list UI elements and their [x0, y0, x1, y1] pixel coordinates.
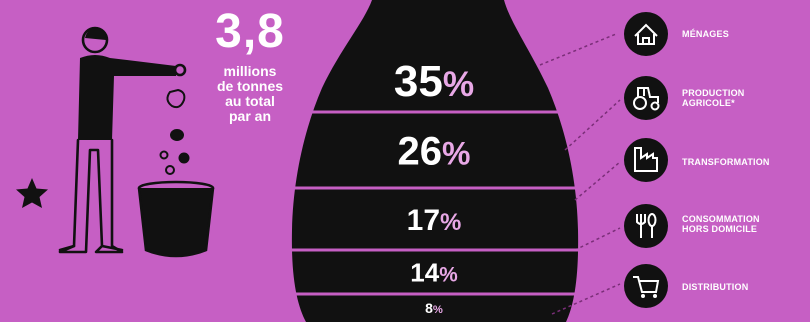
- legend-label-line: HORS DOMICILE: [682, 224, 758, 234]
- segment-value-label: 35%: [394, 57, 474, 106]
- tractor-icon: [624, 76, 668, 120]
- shopping-cart-icon: [624, 264, 668, 308]
- segment-value-label: 17%: [407, 204, 462, 237]
- total-label-line: par an: [228, 108, 271, 124]
- connector-lines: [539, 33, 621, 315]
- drop-shape: [291, 0, 579, 322]
- legend-label-consommation-hors-domicile: CONSOMMATION HORS DOMICILE: [682, 214, 760, 234]
- trash-bin: [137, 180, 215, 258]
- connector-line: [564, 99, 621, 151]
- factory-icon: [624, 138, 668, 182]
- segment-value-label: 14%: [410, 257, 457, 287]
- connector-line: [551, 283, 621, 315]
- segment-value-label: 8%: [425, 300, 443, 316]
- total-value: 3,8: [215, 5, 285, 58]
- legend-label-distribution: DISTRIBUTION: [682, 282, 748, 292]
- segment-value-label: 26%: [398, 129, 471, 173]
- legend-label-menages: MÉNAGES: [682, 29, 729, 39]
- legend-label-line: TRANSFORMATION: [682, 157, 770, 167]
- connector-line: [574, 227, 621, 251]
- fork-spoon-icon: [624, 204, 668, 248]
- legend-label-production-agricole: PRODUCTION AGRICOLE*: [682, 88, 745, 108]
- total-label-line: de tonnes: [216, 78, 284, 94]
- segment-labels: 35% 26% 17% 14% 8%: [394, 57, 474, 316]
- legend-label-transformation: TRANSFORMATION: [682, 157, 770, 167]
- legend-label-line: AGRICOLE*: [682, 98, 735, 108]
- connector-line: [539, 33, 617, 66]
- legend-label-line: CONSOMMATION: [682, 214, 760, 224]
- house-icon: [624, 12, 668, 56]
- connector-line: [574, 161, 621, 201]
- star-icon: [16, 178, 48, 208]
- total-label-line: au total: [225, 93, 275, 109]
- total-label: millions de tonnes au total par an: [205, 64, 295, 124]
- falling-waste: [159, 88, 190, 175]
- legend-label-line: DISTRIBUTION: [682, 282, 749, 292]
- person-figure: [58, 26, 187, 254]
- segment-dividers: [290, 110, 580, 296]
- legend-label-line: PRODUCTION: [682, 88, 745, 98]
- legend-label-line: MÉNAGES: [682, 29, 729, 39]
- total-label-line: millions: [223, 63, 277, 79]
